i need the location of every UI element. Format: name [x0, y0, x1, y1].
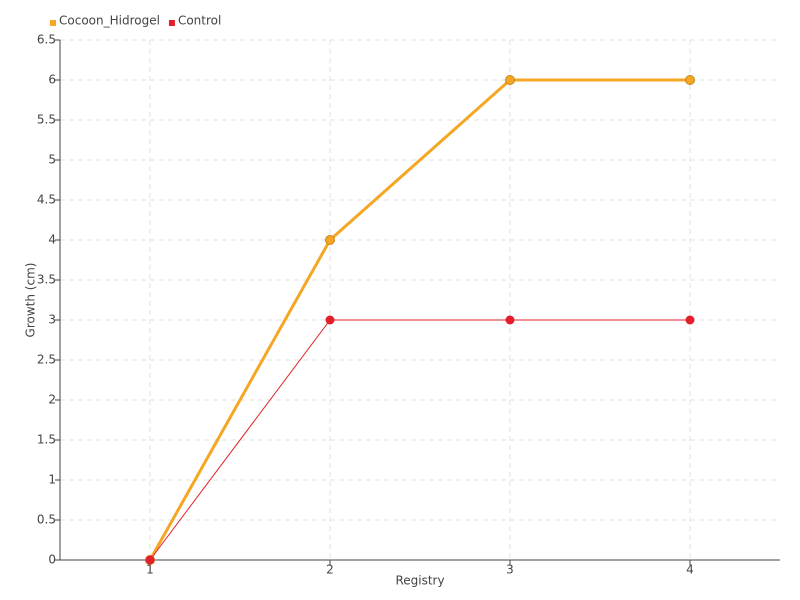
series-line [149, 319, 690, 561]
y-tick-label: 4.5 [37, 193, 56, 207]
data-point [685, 75, 695, 85]
y-tick-label: 5.5 [37, 113, 56, 127]
y-tick-label: 0 [48, 553, 56, 567]
data-point [505, 75, 515, 85]
x-tick-label: 3 [506, 563, 514, 577]
data-point [325, 235, 335, 245]
legend-label: Control [178, 14, 221, 28]
y-tick-label: 3.5 [37, 273, 56, 287]
y-tick-label: 1.5 [37, 433, 56, 447]
data-point [145, 555, 155, 565]
y-tick-label: 6 [48, 73, 56, 87]
y-tick-label: 5 [48, 153, 56, 167]
legend-label: Cocoon_Hidrogel [59, 14, 160, 28]
y-tick-label: 6.5 [37, 33, 56, 47]
data-point [505, 315, 515, 325]
data-point [685, 315, 695, 325]
x-tick-label: 1 [146, 563, 154, 577]
y-tick-label: 0.5 [37, 513, 56, 527]
y-tick-label: 2.5 [37, 353, 56, 367]
y-tick-label: 1 [48, 473, 56, 487]
y-tick-label: 3 [48, 313, 56, 327]
x-tick-label: 2 [326, 563, 334, 577]
y-tick-label: 4 [48, 233, 56, 247]
series-line [148, 78, 690, 561]
x-tick-label: 4 [686, 563, 694, 577]
legend-marker [50, 20, 56, 26]
x-axis-label: Registry [395, 574, 444, 588]
y-tick-label: 2 [48, 393, 56, 407]
y-axis-label: Growth (cm) [24, 263, 38, 338]
data-point [325, 315, 335, 325]
legend-marker [168, 20, 175, 26]
